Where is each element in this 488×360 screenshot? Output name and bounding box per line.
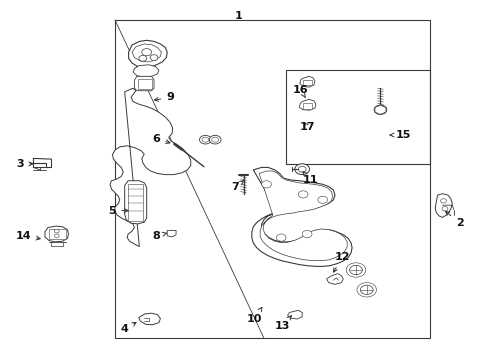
Bar [115,20,429,338]
Circle shape [150,55,158,60]
Polygon shape [110,88,190,247]
Polygon shape [124,181,146,224]
Circle shape [317,196,327,203]
Text: 2: 2 [445,211,463,228]
Text: 1: 1 [234,11,242,21]
Circle shape [211,137,218,142]
Polygon shape [45,226,68,242]
Circle shape [302,230,311,238]
Circle shape [209,135,221,144]
Text: 3: 3 [17,159,33,169]
Circle shape [349,265,362,275]
Polygon shape [374,105,385,114]
Circle shape [294,164,309,175]
Polygon shape [259,171,346,261]
Bar [285,70,429,164]
Text: 11: 11 [302,172,318,185]
Polygon shape [287,310,302,319]
Circle shape [298,166,305,172]
Text: 14: 14 [16,231,40,241]
Text: 4: 4 [121,323,136,334]
Bar [138,79,152,89]
Polygon shape [434,194,451,217]
Text: 15: 15 [389,130,410,140]
Polygon shape [299,99,315,110]
Circle shape [139,55,146,61]
Circle shape [202,137,208,142]
Text: 17: 17 [299,122,314,132]
Circle shape [298,191,307,198]
Circle shape [142,49,151,56]
Circle shape [276,234,285,241]
Polygon shape [128,40,167,68]
Bar [128,184,142,221]
Text: 7: 7 [230,180,244,192]
Bar [303,103,311,109]
Text: 10: 10 [246,307,262,324]
Polygon shape [326,274,343,284]
Bar [49,229,66,239]
Text: 6: 6 [152,134,169,144]
Circle shape [360,285,372,294]
Polygon shape [132,44,161,62]
Text: 5: 5 [108,206,128,216]
Circle shape [440,199,446,203]
Circle shape [199,135,211,144]
Text: 16: 16 [292,85,308,98]
Circle shape [54,234,59,238]
Polygon shape [251,167,351,266]
Circle shape [54,229,59,233]
Text: 12: 12 [333,252,349,272]
Polygon shape [139,313,160,325]
Circle shape [441,207,447,211]
Circle shape [373,105,386,114]
Bar [303,80,311,85]
Circle shape [261,181,271,188]
Text: 13: 13 [274,316,291,331]
Polygon shape [133,65,159,77]
Text: 8: 8 [152,231,166,241]
Text: 9: 9 [154,92,174,102]
Polygon shape [167,230,176,237]
Polygon shape [134,76,154,91]
Polygon shape [299,76,314,87]
